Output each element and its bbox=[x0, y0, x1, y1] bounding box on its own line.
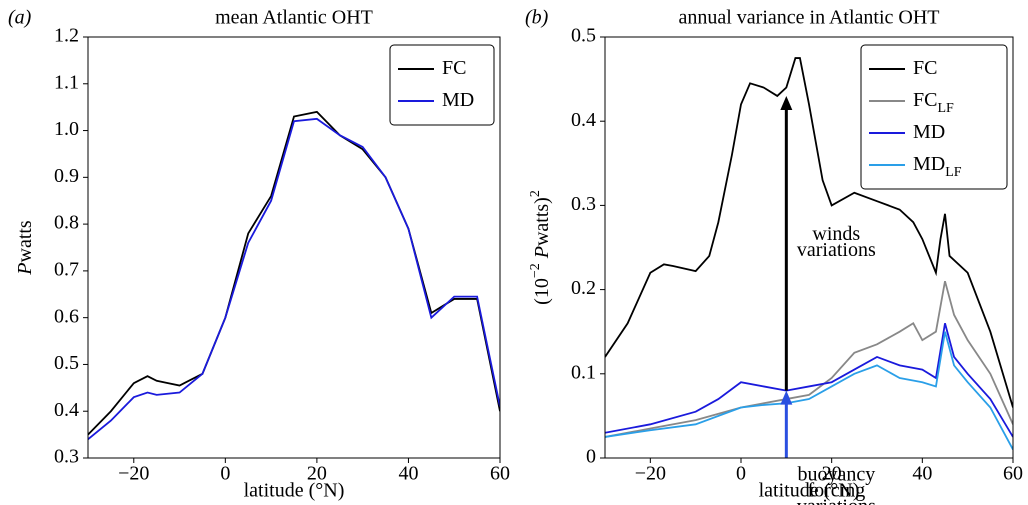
plot-frame bbox=[604, 36, 1014, 459]
series-line bbox=[605, 323, 1013, 438]
y-tick-label: 0.3 bbox=[54, 446, 79, 468]
y-tick-label: 0.5 bbox=[571, 25, 596, 47]
y-tick-label: 0.1 bbox=[571, 361, 596, 383]
series-line bbox=[605, 57, 1013, 408]
arrow-head bbox=[780, 95, 793, 110]
legend-label: FCLF bbox=[913, 89, 954, 116]
legend-label: MDLF bbox=[913, 153, 962, 180]
x-tick-label: 20 bbox=[307, 463, 327, 485]
series-line bbox=[605, 331, 1013, 451]
x-tick-label: 0 bbox=[736, 463, 746, 485]
y-tick-label: 0.2 bbox=[571, 277, 596, 299]
legend-label: MD bbox=[442, 89, 474, 111]
x-axis-label: latitude (°N) bbox=[244, 480, 345, 502]
x-tick-label: 60 bbox=[490, 463, 510, 485]
legend-name: MD bbox=[442, 89, 474, 111]
legend-name: MD bbox=[913, 121, 945, 143]
y-tick-label: 0.3 bbox=[571, 193, 596, 215]
y-axis-label-part: P bbox=[531, 246, 553, 259]
legend-name: FC bbox=[442, 57, 466, 79]
series-line bbox=[88, 117, 500, 440]
legend-subscript: LF bbox=[937, 101, 954, 116]
series-line bbox=[88, 110, 500, 436]
panel-label: (a) bbox=[8, 7, 32, 29]
y-tick-label: 0.4 bbox=[54, 399, 79, 421]
annotation-text: buoyancy bbox=[797, 464, 875, 486]
y-axis-label-part: 2 bbox=[528, 190, 543, 197]
plot-frame bbox=[87, 36, 501, 459]
y-axis-label-part: (10 bbox=[531, 278, 553, 305]
y-axis-label-part: watts bbox=[14, 220, 36, 262]
x-axis-label: latitude (°N) bbox=[759, 480, 860, 502]
legend-name: FC bbox=[913, 89, 937, 111]
chart-title: mean Atlantic OHT bbox=[215, 7, 373, 29]
panel-label: (b) bbox=[525, 7, 549, 29]
legend-name: MD bbox=[913, 153, 945, 175]
y-axis-label-part: −2 bbox=[528, 263, 543, 278]
legend-subscript: LF bbox=[945, 165, 962, 180]
y-tick-label: 0.7 bbox=[54, 258, 79, 280]
annotation-text: variations bbox=[797, 496, 876, 505]
y-axis-label-part: watts) bbox=[531, 197, 553, 246]
x-tick-label: 40 bbox=[912, 463, 932, 485]
legend-label: FC bbox=[442, 57, 466, 79]
y-tick-label: 0.5 bbox=[54, 352, 79, 374]
x-tick-label: 20 bbox=[822, 463, 842, 485]
annotation-text: winds bbox=[812, 223, 860, 245]
x-tick-label: −20 bbox=[118, 463, 149, 485]
chart-title: annual variance in Atlantic OHT bbox=[678, 7, 939, 29]
annotation-text: forcing bbox=[807, 480, 865, 502]
x-tick-label: 0 bbox=[220, 463, 230, 485]
legend-box bbox=[389, 44, 495, 126]
y-tick-label: 0.4 bbox=[571, 109, 596, 131]
y-tick-label: 1.2 bbox=[54, 25, 79, 47]
y-axis-label-part: P bbox=[14, 263, 36, 276]
y-tick-label: 0.9 bbox=[54, 165, 79, 187]
x-tick-label: 40 bbox=[398, 463, 418, 485]
y-tick-label: 0.8 bbox=[54, 212, 79, 234]
y-tick-label: 0 bbox=[586, 446, 596, 468]
annotation-text: variations bbox=[797, 239, 876, 261]
legend-label: FC bbox=[913, 57, 937, 79]
x-tick-label: 60 bbox=[1003, 463, 1023, 485]
legend-box bbox=[860, 44, 1008, 190]
y-tick-label: 1.0 bbox=[54, 118, 79, 140]
y-tick-label: 0.6 bbox=[54, 305, 79, 327]
legend-name: FC bbox=[913, 57, 937, 79]
legend-label: MD bbox=[913, 121, 945, 143]
x-tick-label: −20 bbox=[635, 463, 666, 485]
arrow-head bbox=[780, 390, 793, 405]
y-tick-label: 1.1 bbox=[54, 71, 79, 93]
y-axis-label: Pwatts bbox=[14, 220, 36, 276]
y-axis-label: (10−2 Pwatts)2 bbox=[528, 190, 553, 305]
